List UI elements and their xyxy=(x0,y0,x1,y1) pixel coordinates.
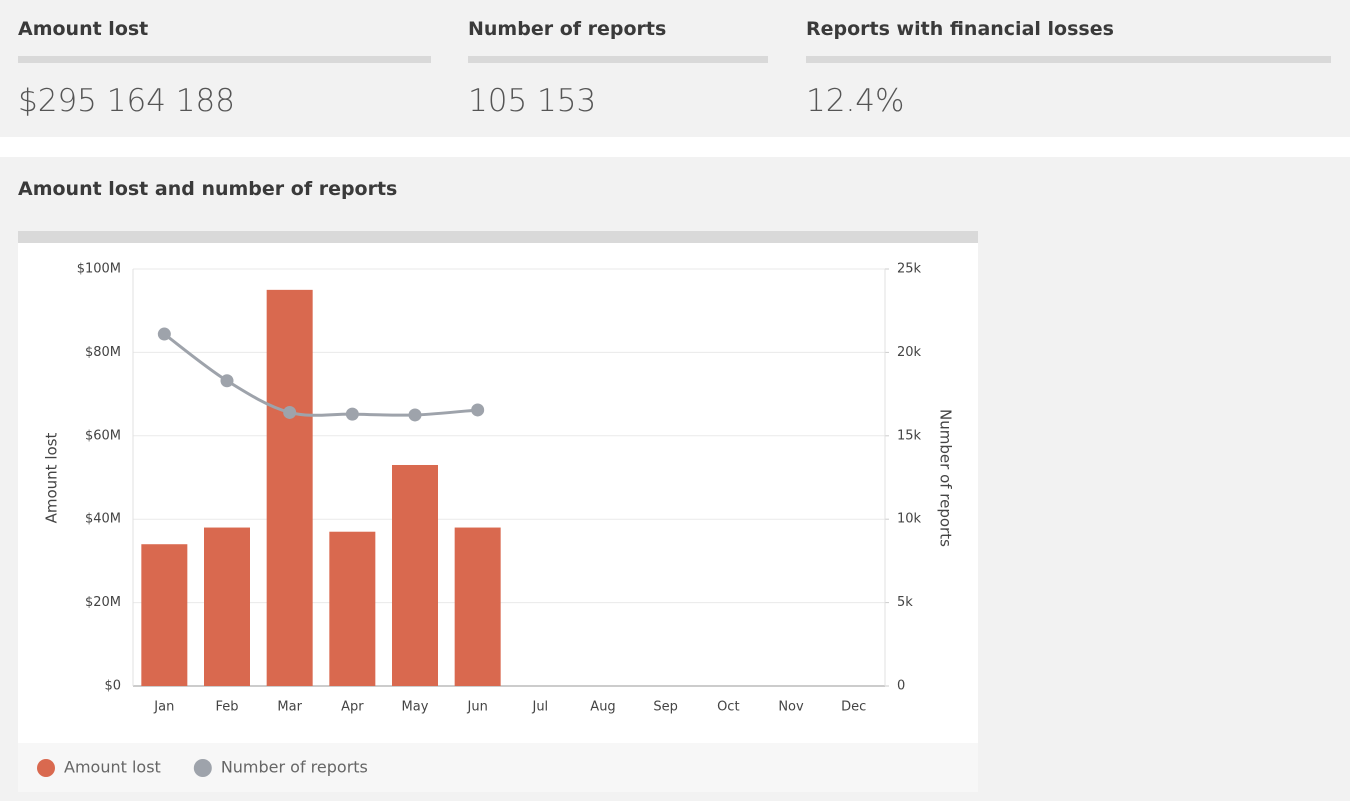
x-tick-label: May xyxy=(402,700,429,715)
y2-tick-label: 5k xyxy=(897,595,913,610)
stat-label: Number of reports xyxy=(468,18,768,63)
x-tick-label: Feb xyxy=(215,700,238,715)
x-tick-label: Jun xyxy=(467,700,488,715)
y-tick-label: $40M xyxy=(85,512,121,527)
x-tick-label: Apr xyxy=(341,700,364,715)
line-point xyxy=(283,405,297,419)
x-tick-label: Mar xyxy=(277,700,302,715)
y2-tick-label: 10k xyxy=(897,512,922,527)
stats-panel xyxy=(0,0,1350,137)
stat: Reports with financial losses 12.4% xyxy=(806,18,1331,119)
stat-label: Reports with financial losses xyxy=(806,18,1331,63)
bar xyxy=(392,464,438,686)
line-point xyxy=(220,374,234,388)
bar xyxy=(329,531,376,686)
x-tick-label: Dec xyxy=(841,700,866,715)
chart-card xyxy=(18,231,978,792)
stat-value: 105 153 xyxy=(468,83,597,119)
y2-tick-label: 0 xyxy=(897,679,905,694)
line-point xyxy=(471,403,485,417)
line-point xyxy=(345,407,359,421)
stat: Amount lost $295 164 188 xyxy=(18,18,431,119)
line-point xyxy=(408,408,422,422)
y-tick-label: $100M xyxy=(77,262,121,277)
stat-value: 12.4% xyxy=(806,83,905,119)
legend-marker xyxy=(37,759,55,777)
legend-label: Number of reports xyxy=(221,758,368,777)
y-tick-label: $60M xyxy=(85,428,121,443)
y-tick-label: $80M xyxy=(85,345,121,360)
y-tick-label: $20M xyxy=(85,595,121,610)
legend-marker xyxy=(193,759,212,777)
y-axis-title: Amount lost xyxy=(43,433,61,524)
y2-tick-label: 20k xyxy=(897,345,922,360)
stat: Number of reports 105 153 xyxy=(468,18,768,119)
stat-label: Amount lost xyxy=(18,18,431,63)
bar xyxy=(204,527,250,686)
x-tick-label: Nov xyxy=(778,700,804,715)
line-point xyxy=(157,327,171,341)
bar xyxy=(454,527,501,686)
x-tick-label: Jan xyxy=(153,700,174,715)
x-tick-label: Aug xyxy=(590,700,615,715)
bar xyxy=(266,289,313,686)
x-tick-label: Jul xyxy=(531,700,548,715)
bar xyxy=(141,544,188,686)
x-tick-label: Sep xyxy=(653,700,678,715)
y2-axis-title: Number of reports xyxy=(937,409,955,547)
legend-area xyxy=(18,743,978,792)
legend-label: Amount lost xyxy=(64,758,161,777)
x-tick-label: Oct xyxy=(717,700,739,715)
card-header-bar xyxy=(18,231,978,243)
y-tick-label: $0 xyxy=(104,679,121,694)
y2-tick-label: 25k xyxy=(897,262,922,277)
separator xyxy=(0,137,1350,157)
chart-title: Amount lost and number of reports xyxy=(18,178,398,200)
y2-tick-label: 15k xyxy=(897,428,922,443)
stat-value: $295 164 188 xyxy=(18,83,235,119)
